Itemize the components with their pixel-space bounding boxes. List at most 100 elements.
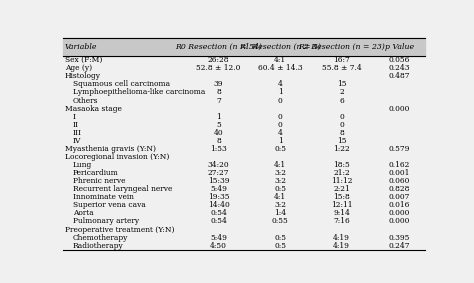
Text: 15: 15 [337,80,346,88]
Text: Phrenic nerve: Phrenic nerve [73,177,125,185]
Text: 0:5: 0:5 [274,242,286,250]
Text: R1 Resection (n = 5): R1 Resection (n = 5) [239,43,321,51]
Text: 0:54: 0:54 [210,217,227,226]
Text: 7: 7 [216,97,221,104]
Text: 12:11: 12:11 [331,201,352,209]
Text: 9:14: 9:14 [333,209,350,217]
Text: R2 Resection (n = 23): R2 Resection (n = 23) [298,43,385,51]
Text: 19:35: 19:35 [208,193,229,201]
Text: Myasthenia gravis (Y:N): Myasthenia gravis (Y:N) [65,145,156,153]
Text: 39: 39 [214,80,223,88]
Text: 3:2: 3:2 [274,201,286,209]
Text: Recurrent laryngeal nerve: Recurrent laryngeal nerve [73,185,172,193]
Text: Variable: Variable [65,43,97,51]
Text: Masaoka stage: Masaoka stage [65,105,122,113]
Text: 0.000: 0.000 [389,209,410,217]
Text: 4:19: 4:19 [333,242,350,250]
Text: IV: IV [73,137,81,145]
Text: Preoperative treatment (Y:N): Preoperative treatment (Y:N) [65,226,174,233]
Text: 60.4 ± 14.3: 60.4 ± 14.3 [258,64,302,72]
Text: 0.162: 0.162 [389,161,410,169]
Text: 0.579: 0.579 [389,145,410,153]
Text: Chemotherapy: Chemotherapy [73,233,128,242]
Text: Pericardium: Pericardium [73,169,118,177]
Text: 6: 6 [339,97,344,104]
Text: 0: 0 [278,121,283,129]
Text: 4: 4 [278,129,283,137]
Text: 1:4: 1:4 [274,209,286,217]
Text: 8: 8 [216,89,221,97]
Text: 0.247: 0.247 [389,242,410,250]
Text: 4:19: 4:19 [333,233,350,242]
Text: 0: 0 [339,121,344,129]
Text: 0:5: 0:5 [274,233,286,242]
Text: 1: 1 [216,113,221,121]
Text: I: I [73,113,76,121]
Text: Lung: Lung [73,161,92,169]
Text: Age (y): Age (y) [65,64,92,72]
Bar [63,38,425,56]
Text: 0:54: 0:54 [210,209,227,217]
Text: 14:40: 14:40 [208,201,229,209]
Text: 0:5: 0:5 [274,185,286,193]
Text: 0.000: 0.000 [389,217,410,226]
Text: 0: 0 [339,113,344,121]
Text: 11:12: 11:12 [331,177,352,185]
Text: 0:55: 0:55 [272,217,288,226]
Text: 0.828: 0.828 [389,185,410,193]
Text: 1:22: 1:22 [333,145,350,153]
Text: 1: 1 [278,137,283,145]
Text: 15: 15 [337,137,346,145]
Text: Radiotherapy: Radiotherapy [73,242,123,250]
Text: 26:28: 26:28 [208,56,229,64]
Text: 1:53: 1:53 [210,145,227,153]
Text: p Value: p Value [385,43,414,51]
Text: 0.016: 0.016 [389,201,410,209]
Text: 0.007: 0.007 [389,193,410,201]
Text: Superior vena cava: Superior vena cava [73,201,146,209]
Text: 4:1: 4:1 [274,193,286,201]
Text: Sex (F:M): Sex (F:M) [65,56,102,64]
Text: 0.000: 0.000 [389,105,410,113]
Text: 5:49: 5:49 [210,233,227,242]
Text: 16:7: 16:7 [333,56,350,64]
Text: 2:21: 2:21 [333,185,350,193]
Text: 4:50: 4:50 [210,242,227,250]
Text: 5: 5 [216,121,221,129]
Text: 0: 0 [278,97,283,104]
Text: 27:27: 27:27 [208,169,229,177]
Text: 0.487: 0.487 [389,72,410,80]
Text: 0: 0 [278,113,283,121]
Text: Innominate vein: Innominate vein [73,193,134,201]
Text: 8: 8 [216,137,221,145]
Text: 18:5: 18:5 [333,161,350,169]
Text: 0.056: 0.056 [389,56,410,64]
Text: 8: 8 [339,129,344,137]
Text: 0.001: 0.001 [389,169,410,177]
Text: 0.060: 0.060 [389,177,410,185]
Text: 1: 1 [278,89,283,97]
Text: 0.395: 0.395 [389,233,410,242]
Text: 55.8 ± 7.4: 55.8 ± 7.4 [322,64,361,72]
Text: 3:2: 3:2 [274,177,286,185]
Text: 15:39: 15:39 [208,177,229,185]
Text: 0.243: 0.243 [389,64,410,72]
Text: 5:49: 5:49 [210,185,227,193]
Text: 4: 4 [278,80,283,88]
Text: III: III [73,129,82,137]
Text: 3:2: 3:2 [274,169,286,177]
Text: 0:5: 0:5 [274,145,286,153]
Text: 52.8 ± 12.0: 52.8 ± 12.0 [196,64,241,72]
Text: II: II [73,121,79,129]
Text: 2: 2 [339,89,344,97]
Text: Others: Others [73,97,98,104]
Text: 21:2: 21:2 [333,169,350,177]
Text: Squamous cell carcinoma: Squamous cell carcinoma [73,80,170,88]
Text: 4:1: 4:1 [274,161,286,169]
Text: Lymphoepithelioma-like carcinoma: Lymphoepithelioma-like carcinoma [73,89,205,97]
Text: Histology: Histology [65,72,101,80]
Text: 40: 40 [214,129,223,137]
Text: Aorta: Aorta [73,209,93,217]
Text: Locoregional invasion (Y:N): Locoregional invasion (Y:N) [65,153,169,161]
Text: 4:1: 4:1 [274,56,286,64]
